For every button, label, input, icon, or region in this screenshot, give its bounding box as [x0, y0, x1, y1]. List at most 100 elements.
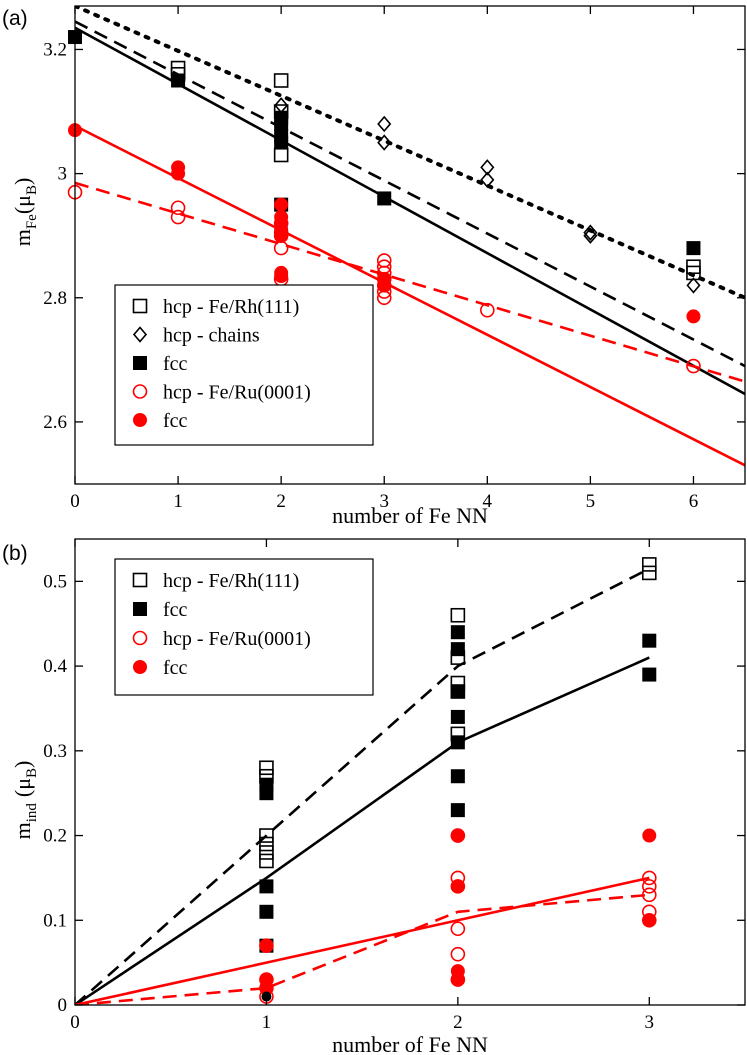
- a-series-2-point: [686, 241, 701, 256]
- a-fit-line-4: [75, 181, 745, 383]
- b-ytick-label-5: 0.5: [43, 571, 67, 592]
- a-legend-marker-2: [133, 356, 147, 370]
- a-xtick-label-6: 6: [689, 491, 699, 512]
- a-series-4-point: [274, 197, 289, 212]
- a-legend-marker-4: [133, 413, 147, 427]
- panel-b-ylabel: mind (μB): [10, 761, 40, 840]
- b-ytick-label-0: 0: [58, 995, 68, 1016]
- a-legend: hcp - Fe/Rh(111) hcp - chains fcc hcp - Fe/…: [114, 284, 374, 446]
- panel-a-ylabel: mFe(μB): [10, 178, 40, 247]
- panel-a-ylabel-unit-open: (μ: [10, 195, 35, 214]
- b-legend-label-0: hcp - Fe/Rh(111): [163, 570, 299, 592]
- panel-b-xlabel: number of Fe NN: [332, 1032, 488, 1055]
- a-ytick-label-1: 2.8: [43, 288, 67, 309]
- b-series-0-point: [641, 557, 657, 572]
- a-legend-marker-1: [132, 326, 148, 343]
- a-xtick-label-3: 3: [379, 491, 389, 512]
- a-legend-label-0: hcp - Fe/Rh(111): [163, 296, 299, 318]
- a-ytick-label-0: 2.6: [43, 412, 67, 433]
- b-series-2-point: [641, 879, 657, 894]
- b-series-2-point: [641, 887, 657, 903]
- a-series-2-point: [171, 73, 186, 88]
- b-series-1-point: [642, 667, 657, 682]
- a-ytick-label-2: 3: [58, 164, 68, 185]
- b-series-3-point: [450, 972, 465, 987]
- a-legend-label-1: hcp - chains: [163, 325, 260, 347]
- a-xtick-label-2: 2: [276, 491, 286, 512]
- b-legend-label-2: hcp - Fe/Ru(0001): [163, 628, 311, 650]
- a-axes-frame: [74, 5, 746, 485]
- a-xtick-label-5: 5: [586, 491, 596, 512]
- a-series-1-point: [583, 227, 598, 244]
- b-series-1-point: [450, 709, 465, 724]
- panel-a-tag: (a): [2, 7, 28, 30]
- a-series-4-point: [686, 309, 701, 324]
- b-series-2-point: [450, 921, 466, 937]
- a-series-1-point: [686, 277, 701, 294]
- b-legend: hcp - Fe/Rh(111) fcc hcp - Fe/Ru(0001) fcc: [114, 558, 374, 696]
- a-legend-marker-3: [132, 384, 148, 399]
- panel-b-plot: 0 1 2 300.10.20.30.40.5 hcp - Fe/Rh(111)fcch…: [43, 538, 746, 1033]
- b-series-3-point: [450, 828, 465, 843]
- b-xtick-label-3: 3: [645, 1012, 655, 1033]
- a-series-1-point: [377, 115, 392, 133]
- a-series-0-point: [273, 73, 289, 88]
- b-xtick-label-0: 0: [70, 1012, 80, 1033]
- a-series-3-point: [480, 302, 495, 318]
- panel-a-ylabel-unit-sub: B: [24, 185, 40, 195]
- b-series-3-point: [642, 828, 657, 843]
- b-series-1-point: [259, 904, 274, 919]
- a-fit-line-0: [75, 6, 745, 300]
- panel-b-ylabel-unit-sub: B: [24, 768, 40, 778]
- a-series-2-point: [377, 191, 392, 206]
- b-series-1-point: [450, 803, 465, 818]
- a-legend-label-2: fcc: [163, 353, 188, 375]
- a-series-3-point: [170, 200, 186, 216]
- panel-a-plot: 0 1 2 3 4 5 6 2.6 2.8 3 3.2 hcp - Fe/Rh(111) hcp - c…: [43, 5, 746, 512]
- a-legend-label-4: fcc: [163, 410, 188, 432]
- a-series-0-point: [273, 147, 289, 163]
- a-legend-box: [114, 284, 374, 446]
- a-xtick-label-0: 0: [70, 491, 80, 512]
- a-legend-label-3: hcp - Fe/Ru(0001): [163, 382, 311, 404]
- a-xtick-label-1: 1: [173, 491, 183, 512]
- b-series-1-point: [450, 769, 465, 784]
- b-series-3-point: [259, 938, 274, 953]
- b-ytick-label-1: 0.1: [43, 910, 67, 931]
- b-series-1-point: [259, 786, 274, 801]
- a-series-2: [68, 30, 701, 256]
- b-series-1-point: [642, 633, 657, 648]
- a-series-1-point: [583, 224, 598, 241]
- b-xtick-label-2: 2: [453, 1012, 463, 1033]
- panel-b-ylabel-unit-close: ): [10, 761, 35, 768]
- b-series-2-point: [450, 946, 466, 962]
- panel-a-ylabel-main: m: [10, 229, 35, 246]
- a-series-3-point: [686, 358, 701, 374]
- a-series-1-point: [480, 171, 495, 189]
- a-series-1: [274, 97, 701, 294]
- b-legend-label-3: fcc: [163, 657, 188, 679]
- a-series-0: [170, 60, 701, 281]
- b-series-0-point: [450, 607, 466, 623]
- b-series-0-point: [641, 565, 657, 581]
- b-series-1-point: [450, 735, 465, 750]
- a-series-3-point: [170, 209, 186, 225]
- b-series-3: [259, 828, 657, 996]
- b-series-1-point: [259, 879, 274, 894]
- b-fit-line-1: [75, 656, 650, 1005]
- b-fit-line-3: [75, 893, 650, 1005]
- panel-b-ylabel-main: m: [10, 822, 35, 839]
- b-ytick-label-2: 0.2: [43, 826, 67, 847]
- a-series-3-point: [273, 240, 289, 256]
- b-series-1-point: [450, 684, 465, 699]
- b-ytick-label-3: 0.3: [43, 741, 67, 762]
- a-fit-line-1: [75, 20, 745, 368]
- panel-a-xlabel: number of Fe NN: [332, 503, 488, 528]
- b-series-1-point: [450, 625, 465, 640]
- b-series-0-point: [259, 845, 274, 860]
- a-series-4-point: [377, 278, 392, 293]
- b-series-0-point: [259, 836, 274, 852]
- a-ytick-label-3: 3.2: [43, 39, 67, 60]
- b-series-0-point: [259, 853, 274, 869]
